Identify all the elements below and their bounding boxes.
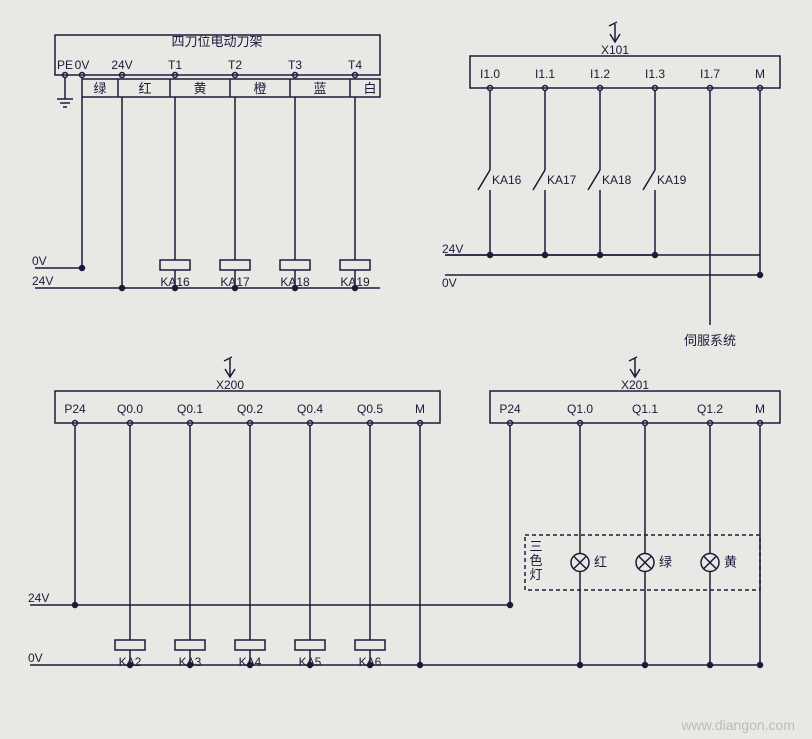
watermark: www.diangon.com (680, 717, 795, 733)
ground-icon (57, 85, 73, 107)
svg-text:红: 红 (138, 81, 151, 96)
servo-label: 伺服系统 (684, 333, 736, 348)
svg-text:红: 红 (594, 555, 607, 570)
svg-text:M: M (755, 402, 765, 416)
svg-text:T3: T3 (288, 58, 302, 72)
svg-text:灯: 灯 (529, 567, 542, 582)
svg-text:24V: 24V (111, 58, 132, 72)
svg-text:KA17: KA17 (547, 173, 577, 187)
svg-text:蓝: 蓝 (313, 81, 326, 96)
block-title: X200 (216, 378, 244, 392)
lamp-红: 红 (571, 554, 607, 572)
svg-text:Q1.2: Q1.2 (697, 402, 723, 416)
svg-text:T4: T4 (348, 58, 362, 72)
svg-text:Q0.5: Q0.5 (357, 402, 383, 416)
svg-text:Q1.1: Q1.1 (632, 402, 658, 416)
svg-text:M: M (415, 402, 425, 416)
connector-arrow-icon (609, 22, 620, 42)
svg-text:绿: 绿 (93, 81, 106, 96)
svg-text:色: 色 (529, 553, 542, 568)
svg-text:I1.0: I1.0 (480, 67, 500, 81)
connector-arrow-icon (224, 357, 235, 377)
svg-text:Q0.4: Q0.4 (297, 402, 323, 416)
block-tool-turret: 四刀位电动刀架PE0V24VT1T2T3T4绿红黄橙蓝白0V24VKA16KA1… (32, 34, 380, 291)
svg-text:0V: 0V (28, 651, 43, 665)
svg-text:PE: PE (57, 58, 73, 72)
svg-text:T2: T2 (228, 58, 242, 72)
svg-text:Q0.1: Q0.1 (177, 402, 203, 416)
svg-text:I1.2: I1.2 (590, 67, 610, 81)
svg-text:三: 三 (529, 539, 542, 554)
svg-text:0V: 0V (32, 254, 47, 268)
svg-text:P24: P24 (499, 402, 521, 416)
svg-text:白: 白 (363, 81, 376, 96)
svg-text:I1.7: I1.7 (700, 67, 720, 81)
block-x201: X201 P24 Q1.0 Q1.1 Q1.2 M 三色灯 红 绿 黄 (490, 357, 780, 668)
contact-KA16: KA16 (478, 160, 522, 200)
svg-text:Q0.0: Q0.0 (117, 402, 143, 416)
svg-text:KA19: KA19 (657, 173, 687, 187)
block-title: 四刀位电动刀架 (171, 34, 262, 49)
svg-text:P24: P24 (64, 402, 86, 416)
svg-text:24V: 24V (28, 591, 49, 605)
block-title: X101 (601, 43, 629, 57)
lamp-绿: 绿 (636, 554, 672, 572)
svg-text:绿: 绿 (659, 555, 672, 570)
svg-text:Q1.0: Q1.0 (567, 402, 593, 416)
svg-text:KA18: KA18 (602, 173, 632, 187)
svg-text:I1.1: I1.1 (535, 67, 555, 81)
svg-text:M: M (755, 67, 765, 81)
block-title: X201 (621, 378, 649, 392)
svg-text:KA16: KA16 (492, 173, 522, 187)
svg-text:0V: 0V (442, 276, 457, 290)
svg-text:I1.3: I1.3 (645, 67, 665, 81)
svg-text:黄: 黄 (724, 555, 737, 570)
block-x101: X101 I1.0 I1.1 I1.2 I1.3 I1.7 M KA16 KA17 KA18 KA1… (442, 22, 780, 348)
svg-text:黄: 黄 (193, 81, 206, 96)
contact-KA19: KA19 (643, 160, 687, 200)
contact-KA18: KA18 (588, 160, 632, 200)
svg-text:Q0.2: Q0.2 (237, 402, 263, 416)
svg-text:T1: T1 (168, 58, 182, 72)
svg-text:24V: 24V (442, 242, 463, 256)
svg-text:0V: 0V (75, 58, 90, 72)
contact-KA17: KA17 (533, 160, 577, 200)
svg-text:橙: 橙 (253, 81, 266, 96)
connector-arrow-icon (629, 357, 640, 377)
svg-text:24V: 24V (32, 274, 53, 288)
lamp-黄: 黄 (701, 554, 737, 572)
